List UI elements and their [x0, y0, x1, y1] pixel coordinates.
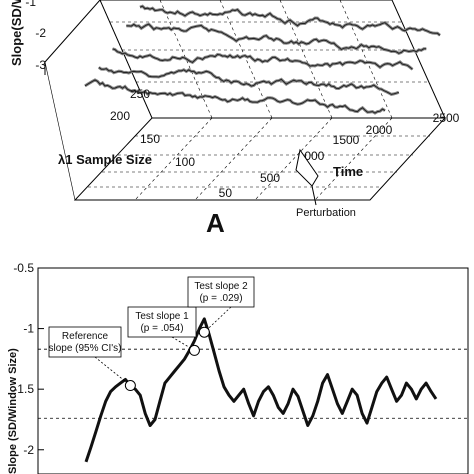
y-tick-label: 250 [130, 87, 150, 101]
x-tick-label: 1500 [333, 133, 360, 147]
waterfall-trace-edge [98, 66, 399, 95]
waterfall-traces [84, 4, 441, 115]
y-tick-label: -1 [23, 322, 34, 336]
annotation-label: slope (95% CI's) [48, 343, 121, 354]
y-tick-label: 200 [110, 109, 130, 123]
y-axis-label: λ1 Sample Size [58, 152, 152, 167]
z-tick-label: -3 [35, 58, 46, 72]
z-axis-label: Slope(SD/W [9, 0, 24, 66]
series [84, 317, 438, 463]
x-tick-label: 2500 [433, 111, 460, 125]
y-axis-label: Slope (SD/Window Size) [7, 348, 19, 474]
annotation-label: Reference [62, 331, 109, 342]
waterfall-trace-edge [139, 5, 441, 36]
series-line [84, 317, 438, 463]
x-tick-label: 2000 [366, 123, 393, 137]
floor-grid [88, 117, 430, 201]
panel-a-3d-chart: -1 -2 -3 Slope(SD/W 250 200 150 100 50 λ… [9, 0, 460, 238]
left-wall-edge [44, 0, 101, 63]
y-ticks: -0.5 -1 -1.5 -2 [13, 261, 44, 457]
waterfall-trace-edge [84, 79, 386, 114]
y-tick-label: -1.5 [13, 382, 34, 396]
annotation-marker [198, 326, 210, 338]
annotation-label: (p = .054) [140, 323, 183, 334]
waterfall-trace-edge [126, 23, 427, 54]
x-axis-label: Time [333, 164, 363, 179]
panel-letter-a: A [206, 208, 225, 238]
annotation-box [48, 326, 122, 358]
y-tick-label: -2 [23, 443, 34, 457]
y-tick-label: -0.5 [13, 261, 34, 275]
floor [73, 117, 447, 201]
annotation-marker [188, 344, 200, 356]
y-tick-label: 150 [140, 132, 160, 146]
z-tick-label: -2 [35, 26, 46, 40]
annotation-label: Test slope 1 [135, 311, 189, 322]
annotation-label: (p = .029) [199, 293, 242, 304]
annotation-box [127, 306, 197, 338]
plot-frame [37, 267, 469, 474]
annotation-leader [94, 356, 131, 386]
waterfall-trace-edge [112, 48, 413, 70]
x-tick-label: 500 [260, 171, 280, 185]
y-tick-label: 50 [219, 186, 233, 200]
perturbation-label: Perturbation [296, 207, 356, 219]
annotation-marker [124, 380, 136, 392]
annotation-box [187, 276, 255, 308]
y-tick-label: 100 [175, 155, 195, 169]
annotation-label: Test slope 2 [194, 281, 248, 292]
z-tick-label: -1 [25, 0, 36, 9]
